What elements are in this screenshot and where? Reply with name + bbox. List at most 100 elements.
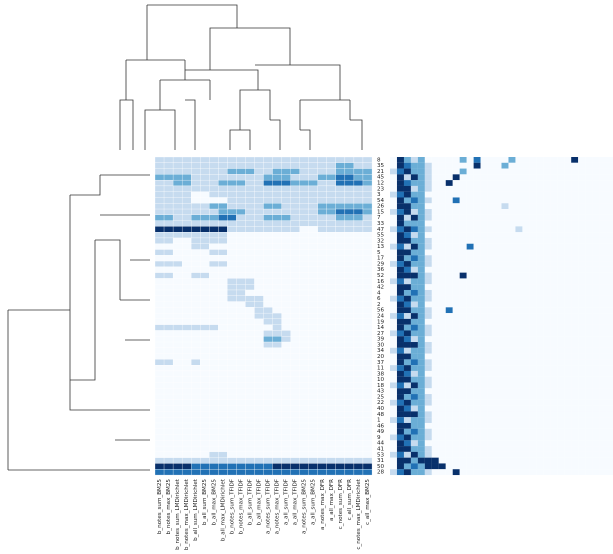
heatmap-cell bbox=[390, 446, 398, 452]
heatmap-cell bbox=[308, 469, 318, 476]
heatmap-cell bbox=[335, 266, 346, 273]
heatmap-cell bbox=[362, 307, 373, 314]
heatmap-cell bbox=[200, 393, 210, 401]
heatmap-cell bbox=[494, 434, 502, 441]
heatmap-cell bbox=[417, 232, 425, 238]
heatmap-cell bbox=[515, 394, 523, 400]
heatmap-cell bbox=[606, 394, 613, 400]
heatmap-cell bbox=[417, 399, 425, 406]
heatmap-cell bbox=[172, 266, 183, 273]
heatmap-cell bbox=[431, 417, 439, 424]
heatmap-cell bbox=[599, 278, 607, 285]
heatmap-cell bbox=[543, 347, 551, 354]
heatmap-cell bbox=[281, 463, 291, 470]
heatmap-cell bbox=[272, 255, 282, 262]
heatmap-cell bbox=[515, 451, 523, 458]
heatmap-cell bbox=[410, 365, 418, 371]
heatmap-cell bbox=[515, 330, 523, 337]
heatmap-cell bbox=[536, 417, 544, 424]
heatmap-cell bbox=[353, 388, 364, 395]
heatmap-cell bbox=[308, 336, 318, 343]
heatmap-cell bbox=[501, 191, 509, 198]
heatmap-cell bbox=[290, 330, 300, 337]
heatmap-cell bbox=[272, 307, 282, 314]
heatmap-cell bbox=[564, 434, 572, 441]
heatmap-cell bbox=[536, 313, 544, 319]
heatmap-cell bbox=[254, 191, 264, 198]
heatmap-cell bbox=[459, 174, 467, 181]
heatmap-cell bbox=[396, 451, 404, 458]
heatmap-cell bbox=[564, 191, 572, 198]
heatmap-cell bbox=[263, 405, 273, 412]
heatmap-cell bbox=[191, 232, 201, 239]
heatmap-cell bbox=[390, 313, 398, 319]
heatmap-cell bbox=[438, 191, 446, 198]
heatmap-cell bbox=[308, 266, 318, 273]
heatmap-cell bbox=[522, 469, 530, 476]
heatmap-cell bbox=[245, 445, 255, 453]
heatmap-cell bbox=[536, 399, 544, 406]
heatmap-cell bbox=[550, 214, 558, 221]
column-dendrogram bbox=[119, 4, 363, 150]
heatmap-cell bbox=[181, 393, 192, 401]
heatmap-cell bbox=[501, 162, 509, 169]
heatmap-cell bbox=[529, 301, 537, 308]
heatmap-cell bbox=[200, 336, 210, 343]
heatmap-cell bbox=[154, 301, 165, 308]
heatmap-cell bbox=[263, 272, 273, 279]
heatmap-cell bbox=[557, 446, 565, 452]
heatmap-cell bbox=[599, 394, 607, 400]
heatmap-cell bbox=[452, 307, 460, 314]
heatmap-cell bbox=[543, 336, 551, 343]
heatmap-cell bbox=[218, 440, 228, 447]
heatmap-cell bbox=[308, 185, 318, 192]
heatmap-cell bbox=[445, 284, 453, 291]
heatmap-cell bbox=[459, 157, 467, 163]
heatmap-cell bbox=[200, 451, 210, 458]
heatmap-cell bbox=[200, 260, 210, 268]
heatmap-cell bbox=[487, 301, 495, 308]
heatmap-cell bbox=[308, 463, 318, 470]
heatmap-cell bbox=[236, 463, 246, 470]
row-label: 38 bbox=[377, 371, 385, 377]
heatmap-cell bbox=[181, 272, 192, 279]
heatmap-cell bbox=[362, 312, 373, 320]
heatmap-cell bbox=[326, 203, 337, 210]
heatmap-cell bbox=[154, 411, 165, 418]
heatmap-cell bbox=[417, 243, 425, 250]
heatmap-cell bbox=[438, 324, 446, 331]
heatmap-cell bbox=[353, 382, 364, 389]
heatmap-cell bbox=[344, 185, 355, 192]
heatmap-cell bbox=[571, 417, 579, 424]
heatmap-cell bbox=[290, 359, 300, 366]
heatmap-cell bbox=[172, 232, 183, 239]
heatmap-cell bbox=[172, 364, 183, 372]
heatmap-cell bbox=[353, 324, 364, 331]
heatmap-cell bbox=[431, 463, 439, 470]
heatmap-cell bbox=[317, 185, 327, 192]
heatmap-cell bbox=[536, 365, 544, 371]
heatmap-cell bbox=[353, 185, 364, 192]
heatmap-cell bbox=[218, 226, 228, 233]
heatmap-cell bbox=[536, 157, 544, 163]
heatmap-cell bbox=[557, 394, 565, 400]
heatmap-cell bbox=[263, 376, 273, 383]
heatmap-cell bbox=[522, 463, 530, 470]
heatmap-cell bbox=[154, 469, 165, 476]
heatmap-cell bbox=[599, 272, 607, 279]
heatmap-cell bbox=[254, 301, 264, 308]
heatmap-cell bbox=[564, 353, 572, 360]
heatmap-cell bbox=[431, 226, 439, 233]
heatmap-cell bbox=[362, 208, 373, 216]
heatmap-cell bbox=[353, 191, 364, 198]
heatmap-cell bbox=[290, 440, 300, 447]
heatmap-cell bbox=[508, 249, 516, 256]
heatmap-cell bbox=[218, 434, 228, 441]
heatmap-cell bbox=[606, 469, 613, 476]
heatmap-cell bbox=[438, 232, 446, 238]
heatmap-cell bbox=[181, 440, 192, 447]
heatmap-cell bbox=[473, 324, 481, 331]
heatmap-cell bbox=[227, 301, 237, 308]
heatmap-cell bbox=[326, 174, 337, 181]
heatmap-cell bbox=[438, 214, 446, 221]
